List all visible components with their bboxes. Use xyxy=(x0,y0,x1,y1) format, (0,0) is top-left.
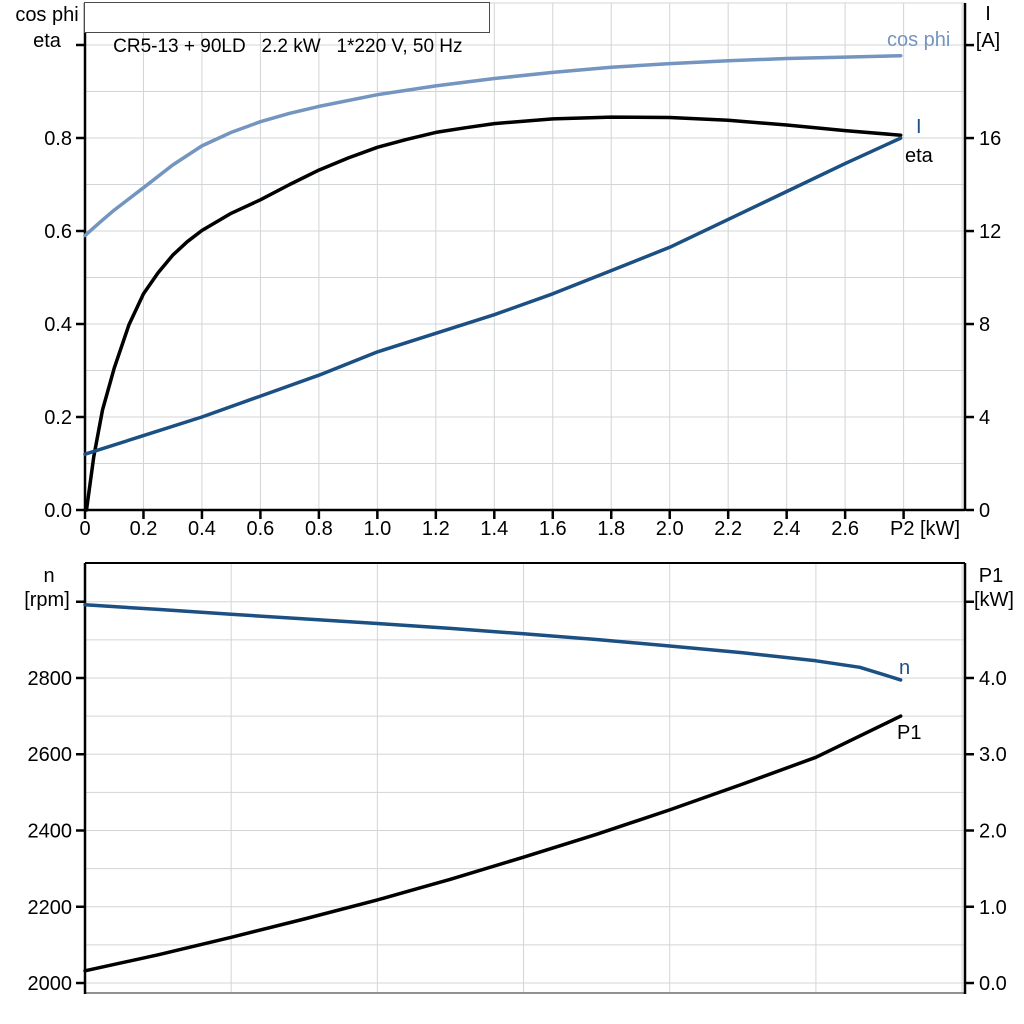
tick-label: 0.8 xyxy=(44,128,72,150)
curve-label-n: n xyxy=(899,657,910,679)
tick-label: 0.6 xyxy=(44,221,72,243)
tick-label: 0 xyxy=(979,500,990,522)
curve-label-p1: P1 xyxy=(897,722,921,744)
curve-n xyxy=(83,603,903,682)
right-axis-title: [kW] xyxy=(974,589,1014,611)
curve-i xyxy=(83,136,903,456)
right-axis-title: I xyxy=(985,3,991,25)
tick-label: 0.0 xyxy=(44,500,72,522)
curve-p1 xyxy=(83,714,903,973)
tick-label: 2600 xyxy=(28,744,73,766)
curve-cos-phi xyxy=(83,53,903,238)
left-axis-title: cos phi xyxy=(15,4,78,26)
tick-label: 1.4 xyxy=(480,518,508,540)
tick-label: 16 xyxy=(979,128,1001,150)
tick-label: 1.6 xyxy=(539,518,567,540)
tick-label: 1.8 xyxy=(597,518,625,540)
x-axis-title: P2 [kW] xyxy=(890,518,960,540)
tick-label: 0.4 xyxy=(188,518,216,540)
tick-label: 2.4 xyxy=(773,518,801,540)
tick-label: 2.0 xyxy=(979,821,1007,843)
tick-label: 12 xyxy=(979,221,1001,243)
tick-label: 0.0 xyxy=(979,973,1007,995)
tick-label: 0.8 xyxy=(305,518,333,540)
left-axis-title: [rpm] xyxy=(24,589,70,611)
curve-label-i: I xyxy=(916,116,922,138)
tick-label: 2.0 xyxy=(656,518,684,540)
tick-label: 2.6 xyxy=(831,518,859,540)
left-axis-title: eta xyxy=(33,30,62,52)
right-axis-title: P1 xyxy=(979,565,1003,587)
left-axis-title: n xyxy=(43,565,54,587)
tick-label: 2400 xyxy=(28,821,73,843)
tick-label: 2200 xyxy=(28,897,73,919)
tick-label: 0.2 xyxy=(130,518,158,540)
curve-label-cos-phi: cos phi xyxy=(887,29,950,51)
tick-label: 0.2 xyxy=(44,407,72,429)
tick-label: 0.6 xyxy=(247,518,275,540)
tick-label: 4.0 xyxy=(979,668,1007,690)
tick-label: 2.2 xyxy=(714,518,742,540)
tick-label: 1.0 xyxy=(979,897,1007,919)
tick-label: 4 xyxy=(979,407,990,429)
tick-label: 0.4 xyxy=(44,314,72,336)
tick-label: 1.2 xyxy=(422,518,450,540)
tick-label: 1.0 xyxy=(363,518,391,540)
curve-eta xyxy=(84,115,903,512)
tick-label: 2000 xyxy=(28,973,73,995)
chart-title: CR5-13 + 90LD 2.2 kW 1*220 V, 50 Hz xyxy=(113,36,463,57)
right-axis-title: [A] xyxy=(976,30,1000,52)
tick-label: 2800 xyxy=(28,668,73,690)
curve-label-eta: eta xyxy=(905,145,934,167)
chart-title-box: CR5-13 + 90LD 2.2 kW 1*220 V, 50 Hz xyxy=(84,2,490,57)
tick-label: 0 xyxy=(79,518,90,540)
tick-label: 8 xyxy=(979,314,990,336)
tick-label: 3.0 xyxy=(979,744,1007,766)
